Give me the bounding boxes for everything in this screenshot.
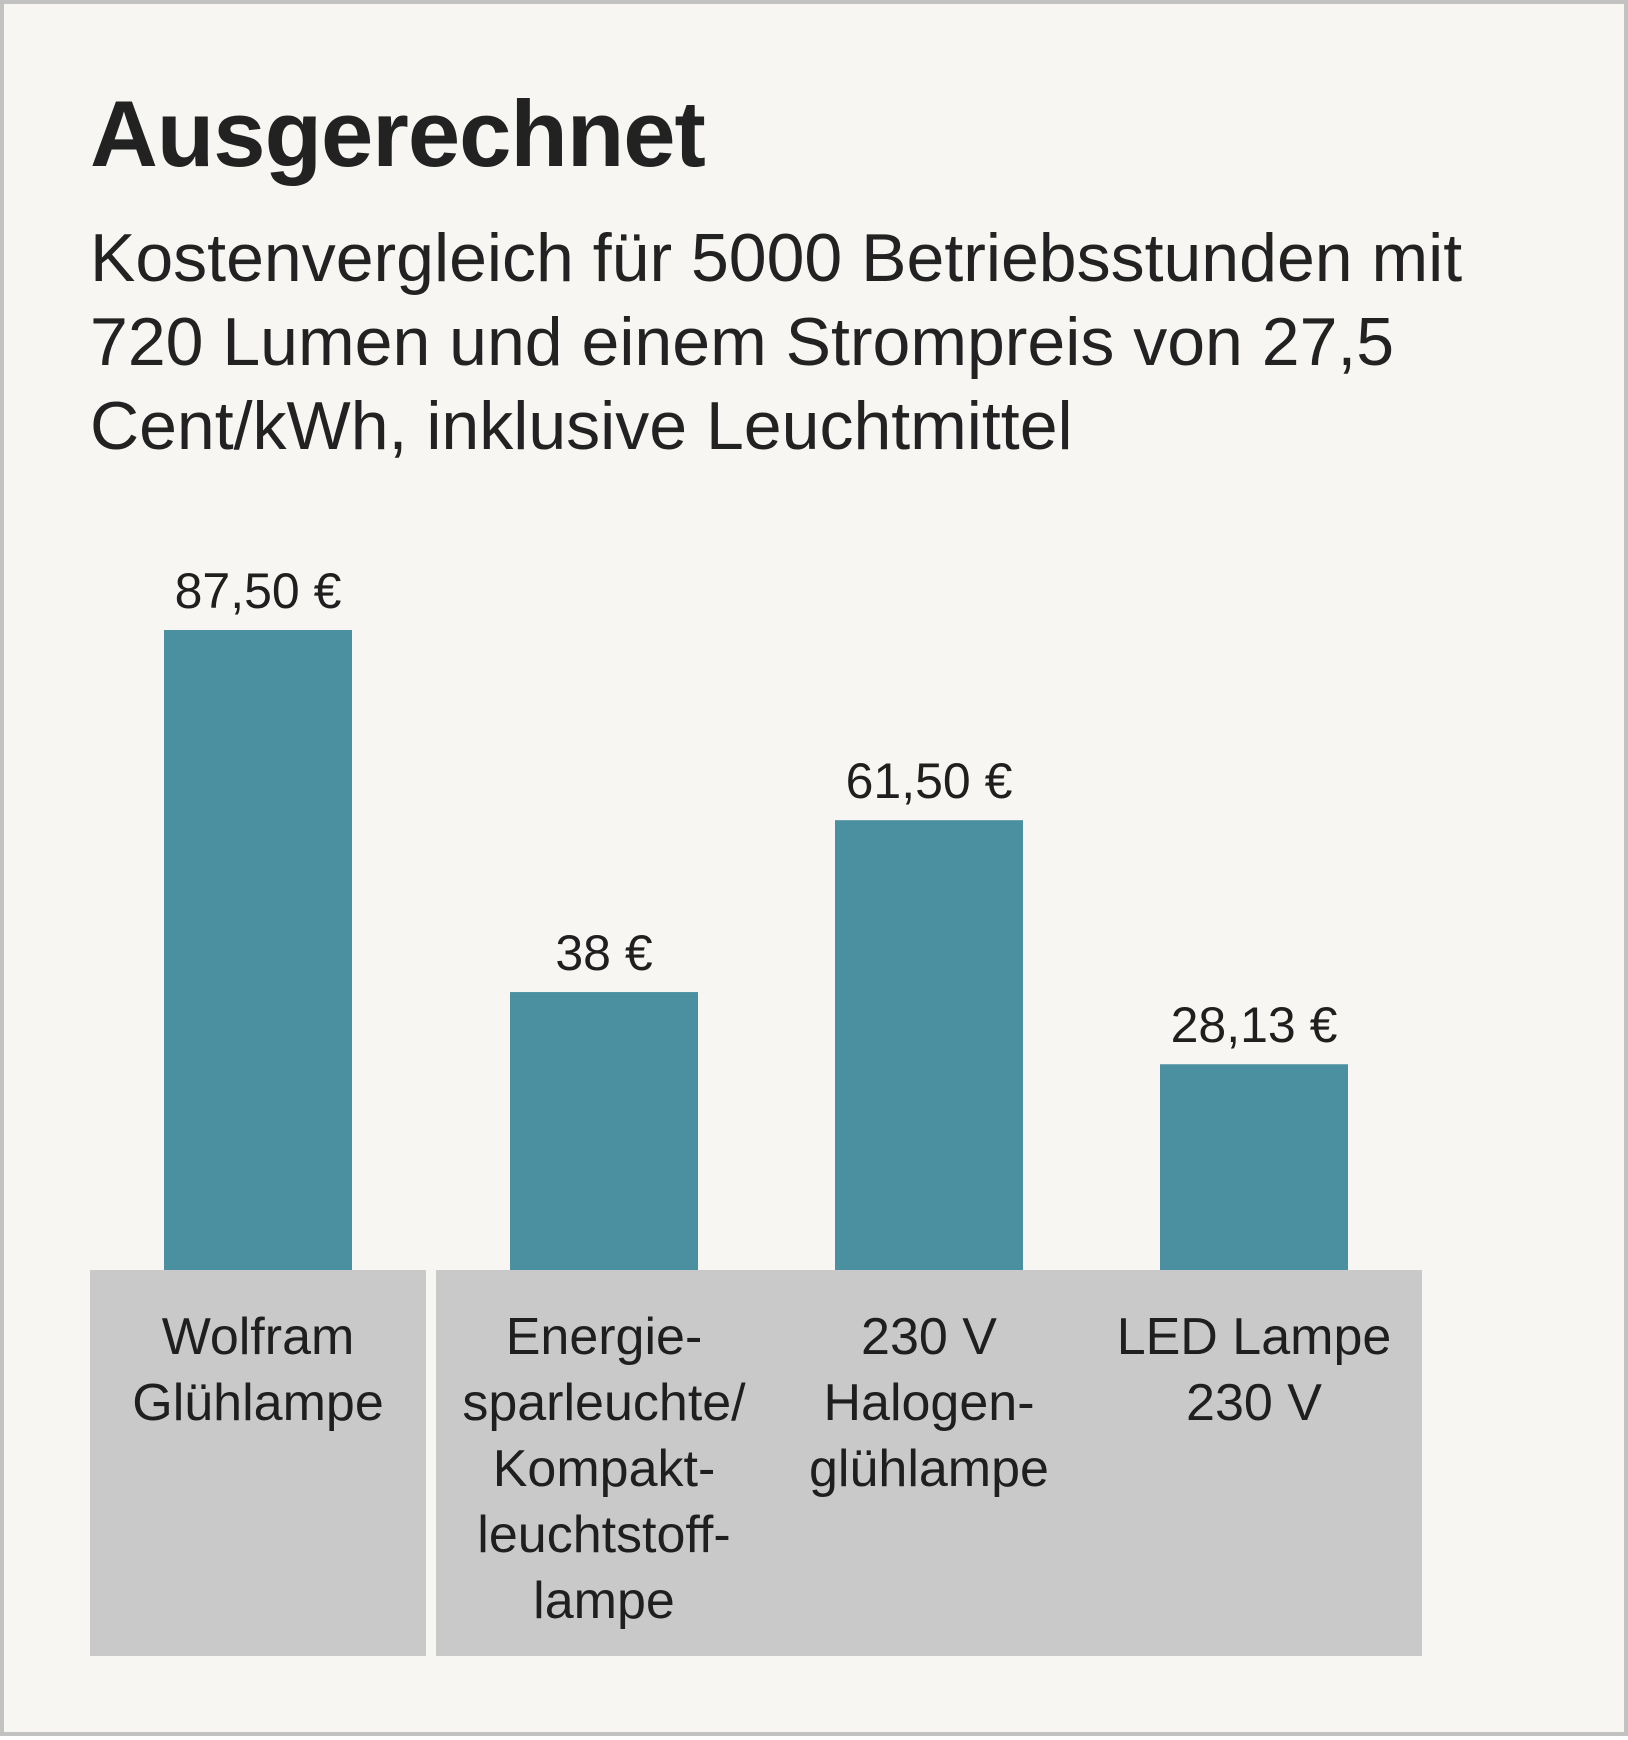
bar <box>1160 1064 1348 1270</box>
category-label-line: leuchtstoff- <box>477 1506 730 1564</box>
category-label-line: Wolfram <box>162 1308 355 1366</box>
category-label-line: lampe <box>533 1572 675 1630</box>
category-label: Energie-sparleuchte/Kompakt-leuchtstoff-… <box>462 1308 746 1630</box>
category-label: Wolfram Glühlampe <box>132 1308 383 1432</box>
category-box <box>436 1270 772 1656</box>
bar <box>164 630 352 1270</box>
category-label-line: Kompakt- <box>493 1440 716 1498</box>
chart-subtitle: Kostenvergleich für 5000 Betriebsstunden… <box>90 220 1463 464</box>
category-label-line: 230 V <box>1186 1374 1322 1432</box>
value-label: 28,13 € <box>1171 997 1338 1053</box>
category-box <box>90 1270 426 1656</box>
category-label-line: 230 V <box>861 1308 997 1366</box>
chart-title: Ausgerechnet <box>90 81 706 186</box>
bar <box>835 820 1023 1270</box>
category-label-line: Glühlampe <box>132 1374 383 1432</box>
category-label: LED Lampe 230 V <box>1117 1308 1392 1432</box>
value-label: 61,50 € <box>846 753 1013 809</box>
value-label: 87,50 € <box>175 563 342 619</box>
category-label-line: sparleuchte/ <box>462 1374 746 1432</box>
category-box <box>1086 1270 1422 1656</box>
category-label-line: glühlampe <box>809 1440 1049 1498</box>
category-label: 230 V Halogen-glühlampe <box>809 1308 1049 1498</box>
category-label-line: Energie- <box>506 1308 703 1366</box>
category-label-line: Halogen- <box>823 1374 1034 1432</box>
category-label-line: LED Lampe <box>1117 1308 1392 1366</box>
category-box <box>761 1270 1097 1656</box>
bar-chart: 87,50 € Wolfram Glühlampe 38 € Energie-sparl… <box>90 563 1422 1656</box>
value-label: 38 € <box>555 925 653 981</box>
bar <box>510 992 698 1270</box>
